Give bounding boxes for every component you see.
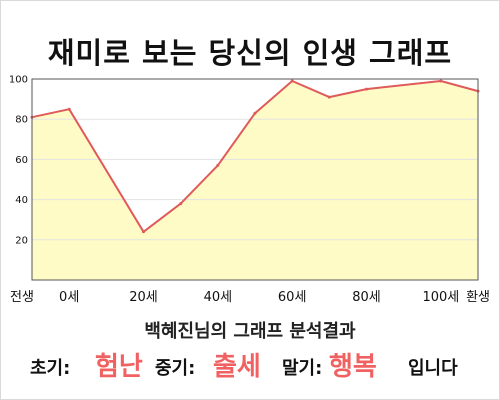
late-value: 행복 [329, 352, 377, 382]
x-tick-label: 100세 [422, 290, 459, 305]
data-point [365, 87, 368, 91]
data-point [179, 202, 183, 206]
x-tick-label: 60세 [278, 290, 307, 305]
y-tick-label: 100 [9, 75, 28, 86]
analysis-subtitle: 백혜진님의 그래프 분석결과 [144, 321, 356, 342]
y-tick-label: 40 [15, 195, 28, 206]
plot-border [31, 78, 479, 281]
data-point [253, 111, 257, 115]
ending-text: 입니다 [408, 358, 458, 379]
x-tick-label: 0세 [59, 290, 79, 305]
late-label: 말기: [282, 358, 323, 379]
y-tick-label: 60 [15, 155, 28, 166]
early-label: 초기: [30, 358, 71, 379]
x-tick-label: 80세 [352, 290, 381, 305]
data-point [216, 163, 220, 167]
data-point [327, 95, 331, 99]
middle-label: 중기: [155, 358, 196, 379]
data-point [67, 107, 71, 111]
y-tick-label: 80 [15, 115, 28, 126]
y-tick-label: 20 [15, 235, 28, 246]
x-tick-label: 20세 [129, 290, 158, 305]
data-point [142, 230, 145, 234]
middle-value: 출세 [213, 352, 261, 382]
data-point [439, 79, 443, 83]
x-tick-label: 40세 [204, 290, 233, 305]
chart-title: 재미로 보는 당신의 인생 그래프 [47, 36, 453, 70]
area-fill [32, 81, 478, 280]
x-tick-label: 환생 [466, 290, 490, 305]
data-point [290, 79, 294, 83]
early-value: 험난 [95, 352, 143, 382]
x-tick-label: 전생 [10, 290, 34, 305]
